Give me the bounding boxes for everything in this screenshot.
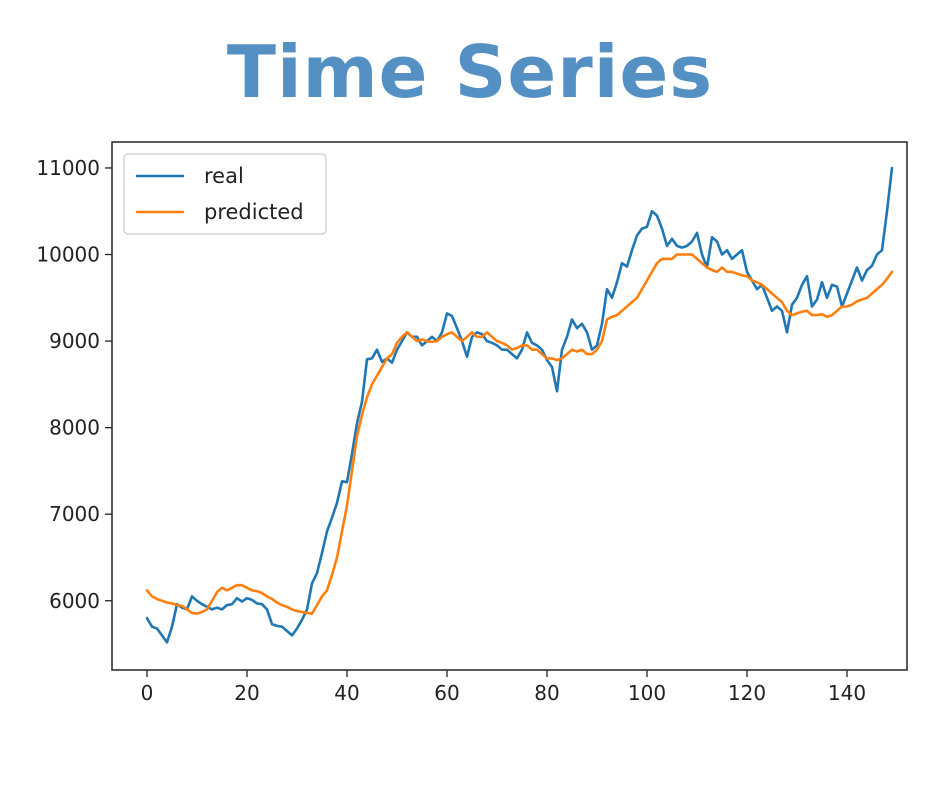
y-tick-label: 11000 xyxy=(36,156,100,180)
y-tick-label: 9000 xyxy=(49,329,100,353)
series-layer xyxy=(145,166,894,644)
y-tick-label: 7000 xyxy=(49,502,100,526)
series-line-real xyxy=(145,166,894,644)
x-tick-label: 80 xyxy=(534,681,559,705)
page-title: Time Series xyxy=(226,30,714,114)
x-axis: 0 20 40 60 80 100 120 140 xyxy=(141,670,866,705)
x-tick-label: 40 xyxy=(334,681,359,705)
y-tick-label: 8000 xyxy=(49,416,100,440)
x-tick-label: 140 xyxy=(828,681,866,705)
plot-area xyxy=(111,141,908,671)
legend: real predicted xyxy=(123,153,327,235)
legend-label-real: real xyxy=(204,164,244,188)
x-tick-label: 100 xyxy=(628,681,666,705)
x-tick-label: 120 xyxy=(728,681,766,705)
legend-label-predicted: predicted xyxy=(204,200,304,224)
x-tick-label: 60 xyxy=(434,681,459,705)
y-tick-label: 10000 xyxy=(36,243,100,267)
y-axis: 6000 7000 8000 9000 10000 11000 xyxy=(36,156,112,613)
x-tick-label: 20 xyxy=(234,681,259,705)
y-tick-label: 6000 xyxy=(49,589,100,613)
x-tick-label: 0 xyxy=(141,681,154,705)
legend-box xyxy=(123,153,327,235)
series-line-predicted xyxy=(145,253,894,616)
